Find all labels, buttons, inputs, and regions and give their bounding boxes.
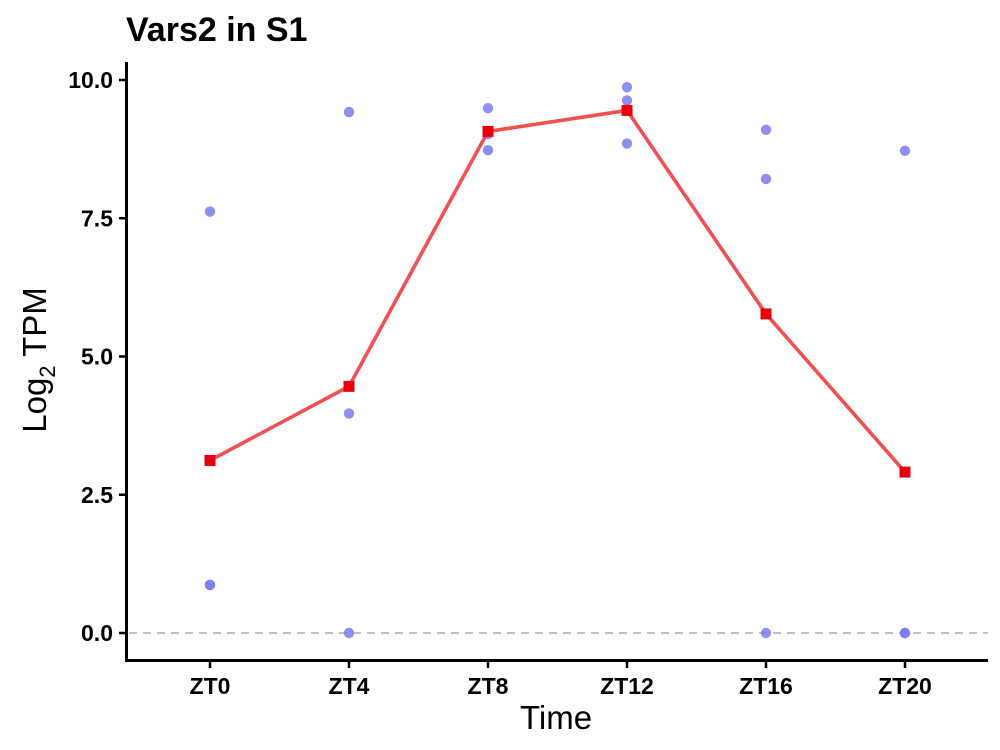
x-tick-label: ZT12 bbox=[600, 673, 654, 699]
data-point bbox=[760, 173, 772, 185]
y-axis-title-tail: TPM bbox=[16, 287, 53, 365]
x-tick-label: ZT16 bbox=[739, 673, 793, 699]
data-point bbox=[204, 579, 216, 591]
data-point bbox=[621, 81, 633, 93]
mean-markers bbox=[204, 104, 911, 478]
y-tick-label: 5.0 bbox=[81, 344, 113, 370]
mean-marker bbox=[482, 125, 494, 137]
mean-marker bbox=[204, 454, 216, 466]
mean-marker bbox=[899, 466, 911, 478]
mean-marker bbox=[760, 308, 772, 320]
y-tick-label: 7.5 bbox=[81, 205, 113, 231]
data-point bbox=[343, 627, 355, 639]
y-tick-label: 0.0 bbox=[81, 620, 113, 646]
data-point bbox=[760, 627, 772, 639]
x-tick-label: ZT0 bbox=[190, 673, 231, 699]
data-point bbox=[482, 145, 494, 156]
data-point bbox=[343, 408, 355, 419]
mean-line bbox=[209, 108, 907, 474]
data-point bbox=[482, 103, 494, 114]
mean-marker bbox=[343, 380, 355, 392]
data-point bbox=[621, 95, 633, 106]
y-axis-title-main: Log bbox=[16, 378, 53, 433]
data-point bbox=[621, 138, 633, 149]
x-tick-label: ZT20 bbox=[878, 673, 932, 699]
data-point bbox=[760, 124, 772, 135]
chart-title: Vars2 in S1 bbox=[126, 11, 307, 49]
y-axis-title-subscript: 2 bbox=[35, 365, 60, 377]
x-axis-ticks: ZT0 ZT4 ZT8 ZT12 ZT16 ZT20 bbox=[190, 661, 932, 699]
data-point bbox=[204, 206, 216, 217]
data-point bbox=[899, 627, 911, 639]
y-axis-ticks: 0.0 2.5 5.0 7.5 10.0 bbox=[68, 67, 126, 646]
x-tick-label: ZT4 bbox=[329, 673, 370, 699]
data-point bbox=[899, 145, 911, 156]
y-tick-label: 2.5 bbox=[81, 482, 113, 508]
mean-marker bbox=[621, 104, 633, 116]
data-point bbox=[343, 106, 355, 118]
x-axis-title: Time bbox=[520, 699, 592, 736]
y-axis-title: Log2 TPM bbox=[16, 287, 60, 433]
x-tick-label: ZT8 bbox=[468, 673, 509, 699]
y-tick-label: 10.0 bbox=[68, 67, 113, 93]
